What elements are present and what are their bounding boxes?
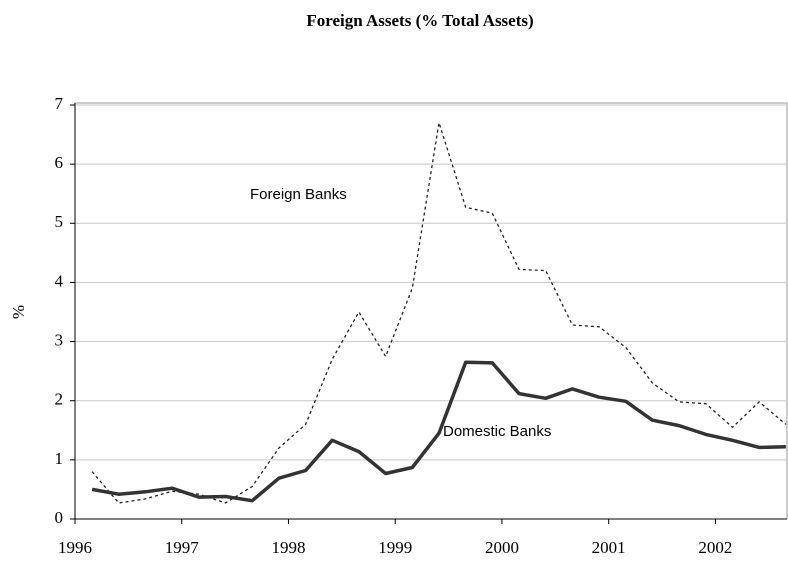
y-tick-label: 2	[55, 390, 64, 409]
x-tick-label: 1996	[58, 538, 92, 557]
y-tick-label: 4	[55, 271, 64, 290]
series-line	[91, 122, 787, 504]
y-tick-label: 1	[55, 449, 64, 468]
y-axis-label: %	[9, 305, 28, 319]
annotation: Domestic Banks	[443, 423, 551, 440]
series-line	[91, 360, 786, 503]
plot-frame	[74, 102, 788, 520]
y-tick-label: 5	[55, 212, 64, 231]
x-tick-label: 2001	[592, 538, 626, 557]
y-tick-label: 3	[55, 330, 64, 349]
x-tick-label: 1999	[378, 538, 412, 557]
y-tick-label: 7	[55, 94, 64, 113]
y-tick-label: 6	[55, 153, 64, 172]
x-tick-label: 2000	[485, 538, 519, 557]
x-tick-label: 1998	[271, 538, 305, 557]
x-tick-label: 2002	[698, 538, 732, 557]
x-tick-label: 1997	[165, 538, 200, 557]
y-tick-label: 0	[55, 508, 64, 527]
chart-title: Foreign Assets (% Total Assets)	[306, 11, 533, 30]
annotation: Foreign Banks	[250, 186, 347, 203]
